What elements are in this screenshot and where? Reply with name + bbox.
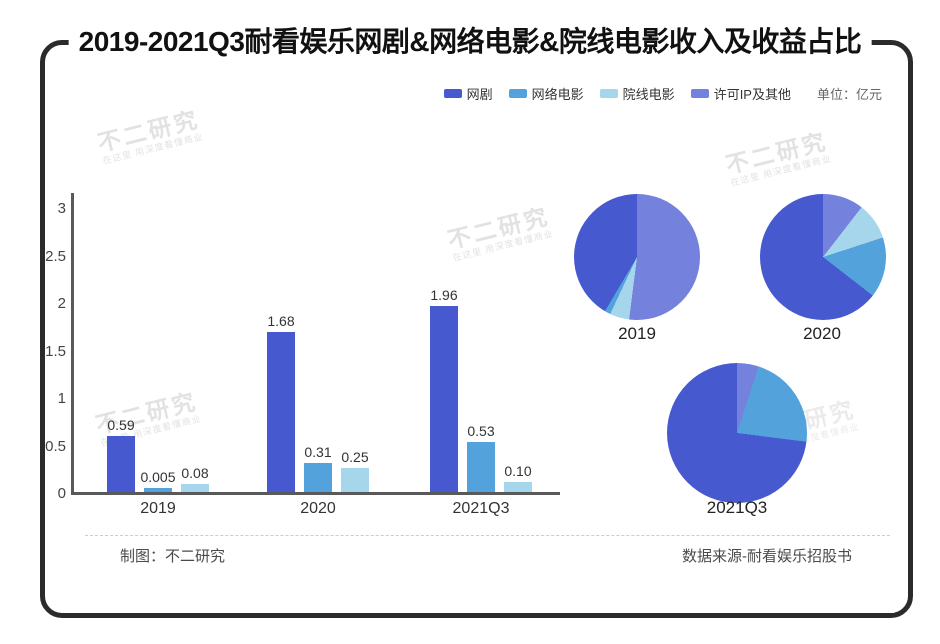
bar-value-label: 0.08 [181, 465, 209, 481]
legend-label: 院线电影 [622, 87, 675, 102]
licensed-ip-swatch-icon [690, 89, 709, 98]
pie-chart-2020 [760, 194, 886, 320]
x-axis-line [71, 492, 560, 495]
bar-网剧-2020 [267, 332, 295, 492]
legend-item-licensed-ip: 许可IP及其他 [690, 84, 791, 103]
y-axis-tick: 0 [57, 485, 66, 502]
x-axis-category-label: 2021Q3 [452, 500, 510, 517]
bar-value-label: 0.53 [467, 423, 495, 439]
legend: 网剧 网络电影 院线电影 许可IP及其他 单位：亿元 [443, 84, 882, 103]
y-axis-tick: 0.5 [45, 437, 66, 455]
bar-value-label: 0.005 [140, 469, 176, 485]
bar-院线电影-2020 [341, 468, 369, 492]
source-note: 数据来源-耐看娱乐招股书 [682, 548, 852, 565]
legend-label: 许可IP及其他 [713, 87, 791, 102]
bar-网络电影-2019 [144, 488, 172, 492]
credit-note: 制图：不二研究 [120, 548, 226, 565]
webmovie-swatch-icon [508, 89, 527, 98]
x-axis-category-label: 2019 [140, 500, 176, 517]
legend-label: 网剧 [466, 87, 493, 102]
y-axis-tick: 1.5 [45, 342, 66, 360]
pie-label-2021q3: 2021Q3 [706, 498, 768, 517]
y-axis-tick: 1 [57, 390, 66, 407]
legend-label: 网络电影 [531, 87, 584, 102]
x-axis-category-label: 2020 [300, 500, 336, 517]
legend-item-webdrama: 网剧 [443, 84, 493, 103]
pie-label-2020: 2020 [803, 324, 841, 343]
pie-chart-2021q3 [667, 363, 807, 503]
bar-value-label: 1.68 [267, 313, 295, 329]
webdrama-swatch-icon [443, 89, 462, 98]
bar-value-label: 0.10 [504, 463, 532, 479]
bar-value-label: 0.59 [107, 417, 135, 433]
footer-divider [85, 535, 890, 536]
y-axis-tick: 2.5 [45, 247, 66, 265]
y-axis-tick: 2 [57, 295, 66, 312]
bar-网剧-2021Q3 [430, 306, 458, 492]
bar-网络电影-2021Q3 [467, 442, 495, 492]
y-axis-tick: 3 [57, 200, 66, 217]
legend-item-webmovie: 网络电影 [508, 84, 584, 103]
bar-网络电影-2020 [304, 463, 332, 492]
bar-院线电影-2019 [181, 484, 209, 492]
bar-value-label: 1.96 [430, 287, 458, 303]
y-axis-line [71, 193, 74, 495]
page-title: 2019-2021Q3耐看娱乐网剧&网络电影&院线电影收入及收益占比 [68, 24, 872, 60]
pie-chart-2019 [574, 194, 700, 320]
unit-label: 单位：亿元 [816, 87, 882, 102]
legend-item-theatrical: 院线电影 [599, 84, 675, 103]
bar-网剧-2019 [107, 436, 135, 492]
bar-院线电影-2021Q3 [504, 482, 532, 492]
theatrical-swatch-icon [599, 89, 618, 98]
bar-value-label: 0.31 [304, 444, 332, 460]
bar-value-label: 0.25 [341, 449, 369, 465]
pie-label-2019: 2019 [618, 324, 656, 343]
